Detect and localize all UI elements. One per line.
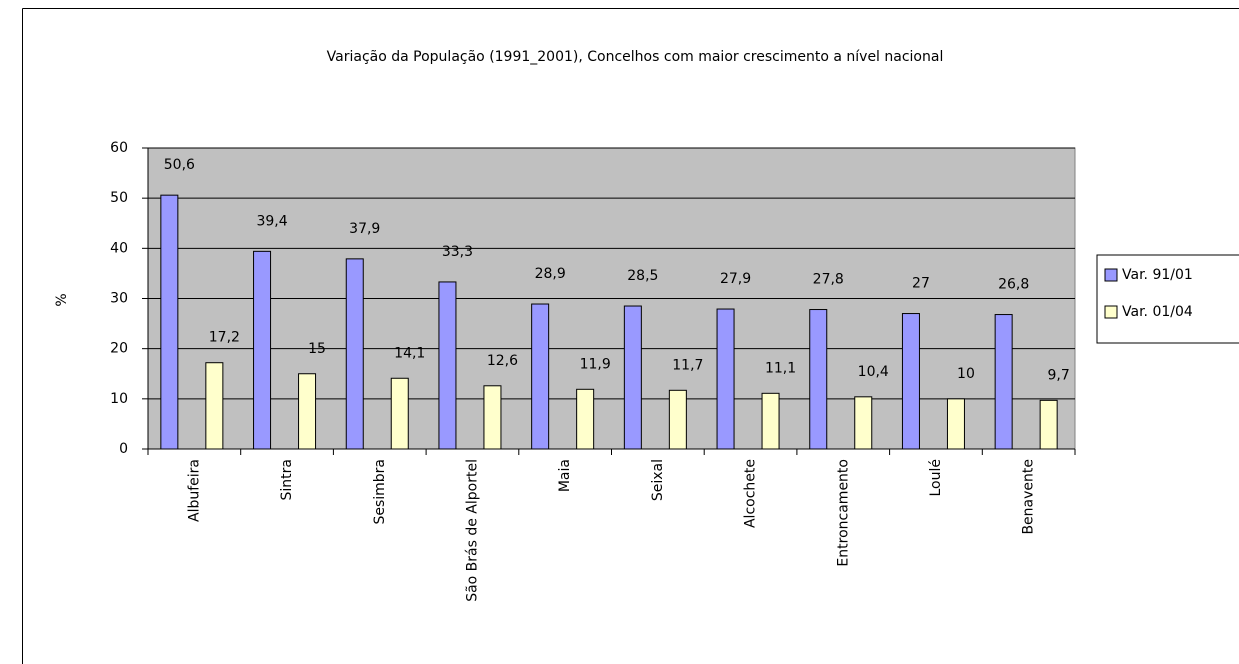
data-label: 27,8 <box>813 272 844 288</box>
legend-swatch <box>1104 268 1118 282</box>
data-label: 15 <box>308 341 326 357</box>
legend-label: Var. 91/01 <box>1122 267 1193 283</box>
x-tick-label: São Brás de Alportel <box>464 459 480 602</box>
legend-label: Var. 01/04 <box>1122 304 1193 320</box>
data-label: 33,3 <box>442 244 473 260</box>
bar <box>716 308 735 450</box>
bar <box>854 396 873 450</box>
data-label: 28,9 <box>535 266 566 282</box>
bar <box>901 313 920 450</box>
data-label: 10,4 <box>858 364 889 380</box>
bar <box>994 314 1013 450</box>
bar <box>1039 399 1058 450</box>
data-label: 11,7 <box>672 357 703 373</box>
y-tick-label: 0 <box>119 441 128 457</box>
bar <box>438 281 457 450</box>
data-label: 50,6 <box>164 157 195 173</box>
bar <box>946 398 965 450</box>
legend-swatch <box>1104 305 1118 319</box>
data-label: 17,2 <box>209 330 240 346</box>
data-label: 27,9 <box>720 271 751 287</box>
bar <box>668 389 687 450</box>
bar <box>390 377 409 450</box>
x-tick-label: Benavente <box>1021 459 1037 535</box>
bar <box>345 258 364 450</box>
bar <box>576 388 595 450</box>
bar <box>483 385 502 450</box>
data-label: 14,1 <box>394 345 425 361</box>
bar <box>761 392 780 450</box>
bar <box>253 250 272 450</box>
x-tick-label: Albufeira <box>186 459 202 522</box>
x-tick-label: Sesimbra <box>372 459 388 525</box>
x-tick-label: Loulé <box>928 459 944 497</box>
x-tick-label: Maia <box>557 459 573 492</box>
data-label: 27 <box>912 276 930 292</box>
legend-box <box>1096 254 1239 344</box>
bar <box>809 309 828 450</box>
data-label: 10 <box>957 366 975 382</box>
bar <box>160 194 179 450</box>
data-label: 12,6 <box>487 353 518 369</box>
x-tick-label: Sintra <box>279 459 295 500</box>
y-tick-label: 60 <box>110 140 128 156</box>
bar <box>531 303 550 450</box>
bar <box>298 373 317 450</box>
y-tick-label: 20 <box>110 341 128 357</box>
data-label: 39,4 <box>256 213 287 229</box>
bar <box>623 305 642 450</box>
x-tick-label: Seixal <box>650 459 666 501</box>
y-tick-label: 50 <box>110 190 128 206</box>
data-label: 37,9 <box>349 221 380 237</box>
x-tick-label: Entroncamento <box>835 459 851 567</box>
data-label: 26,8 <box>998 277 1029 293</box>
y-tick-label: 10 <box>110 391 128 407</box>
y-axis-label: % <box>54 293 70 306</box>
data-label: 11,1 <box>765 360 796 376</box>
data-label: 28,5 <box>627 268 658 284</box>
data-label: 9,7 <box>1048 367 1070 383</box>
y-tick-label: 40 <box>110 240 128 256</box>
chart-title: Variação da População (1991_2001), Conce… <box>327 49 944 65</box>
x-tick-label: Alcochete <box>743 459 759 528</box>
bar <box>205 362 224 450</box>
data-label: 11,9 <box>580 356 611 372</box>
y-tick-label: 30 <box>110 291 128 307</box>
